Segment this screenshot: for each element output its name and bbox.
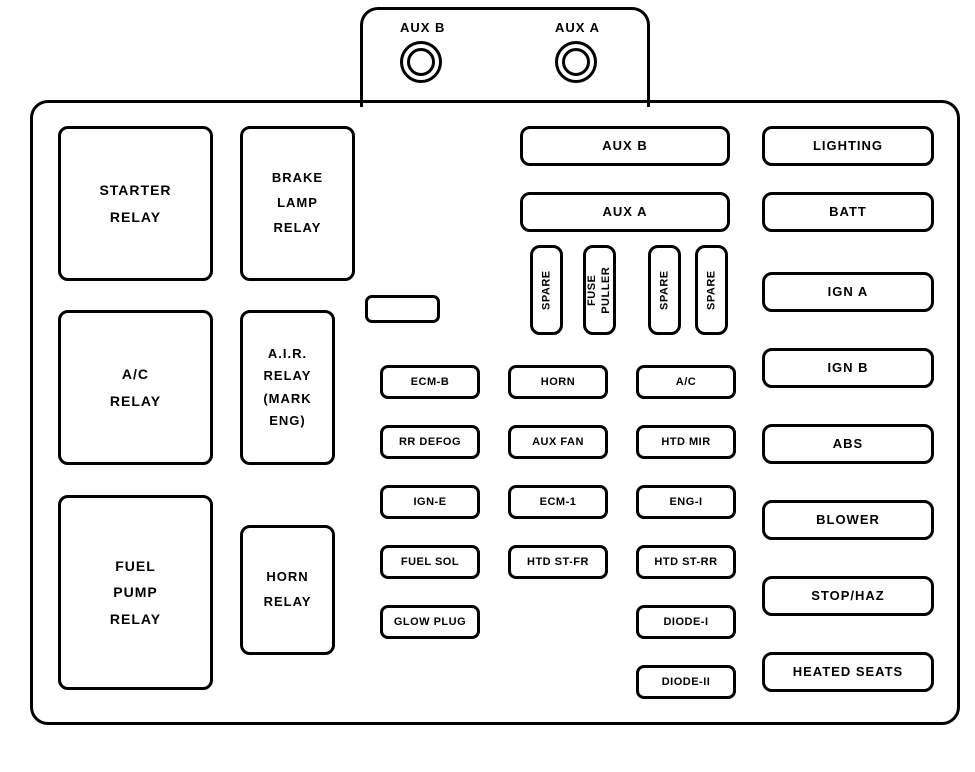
aux-a-fuse: AUX A — [520, 192, 730, 232]
spare-3: SPARE — [695, 245, 728, 335]
fuse-ign-e: IGN-E — [380, 485, 480, 519]
fuse-aux-fan: AUX FAN — [508, 425, 608, 459]
ac-relay: A/CRELAY — [58, 310, 213, 465]
starter-relay: STARTERRELAY — [58, 126, 213, 281]
horn-relay: HORNRELAY — [240, 525, 335, 655]
fuse-ecm-1: ECM-1 — [508, 485, 608, 519]
fuse-diode-i: DIODE-I — [636, 605, 736, 639]
spare-1: SPARE — [530, 245, 563, 335]
fuse-fuel-sol: FUEL SOL — [380, 545, 480, 579]
air-relay: A.I.R.RELAY(MARKENG) — [240, 310, 335, 465]
fuse-lighting: LIGHTING — [762, 126, 934, 166]
fuse-diode-ii: DIODE-II — [636, 665, 736, 699]
fuse-rr-defog: RR DEFOG — [380, 425, 480, 459]
fuse-htd-mir: HTD MIR — [636, 425, 736, 459]
fuse-blower: BLOWER — [762, 500, 934, 540]
brake-lamp-relay: BRAKELAMPRELAY — [240, 126, 355, 281]
empty-slot — [365, 295, 440, 323]
bolt-aux-b-inner — [407, 48, 435, 76]
fuse-puller: FUSEPULLER — [583, 245, 616, 335]
fuse-abs: ABS — [762, 424, 934, 464]
fuse-stop-haz: STOP/HAZ — [762, 576, 934, 616]
fuse-batt: BATT — [762, 192, 934, 232]
bolt-label-aux-b: AUX B — [400, 20, 445, 35]
fuse-ign-b: IGN B — [762, 348, 934, 388]
aux-b-fuse: AUX B — [520, 126, 730, 166]
fuse-a-c: A/C — [636, 365, 736, 399]
fuse-htd-st-fr: HTD ST-FR — [508, 545, 608, 579]
fuse-ign-a: IGN A — [762, 272, 934, 312]
fuse-ecm-b: ECM-B — [380, 365, 480, 399]
bolt-label-aux-a: AUX A — [555, 20, 600, 35]
fuse-eng-i: ENG-I — [636, 485, 736, 519]
fuel-pump-relay: FUELPUMPRELAY — [58, 495, 213, 690]
bolt-aux-a-inner — [562, 48, 590, 76]
spare-2: SPARE — [648, 245, 681, 335]
fuse-htd-st-rr: HTD ST-RR — [636, 545, 736, 579]
fuse-heated-seats: HEATED SEATS — [762, 652, 934, 692]
fuse-horn: HORN — [508, 365, 608, 399]
fuse-glow-plug: GLOW PLUG — [380, 605, 480, 639]
